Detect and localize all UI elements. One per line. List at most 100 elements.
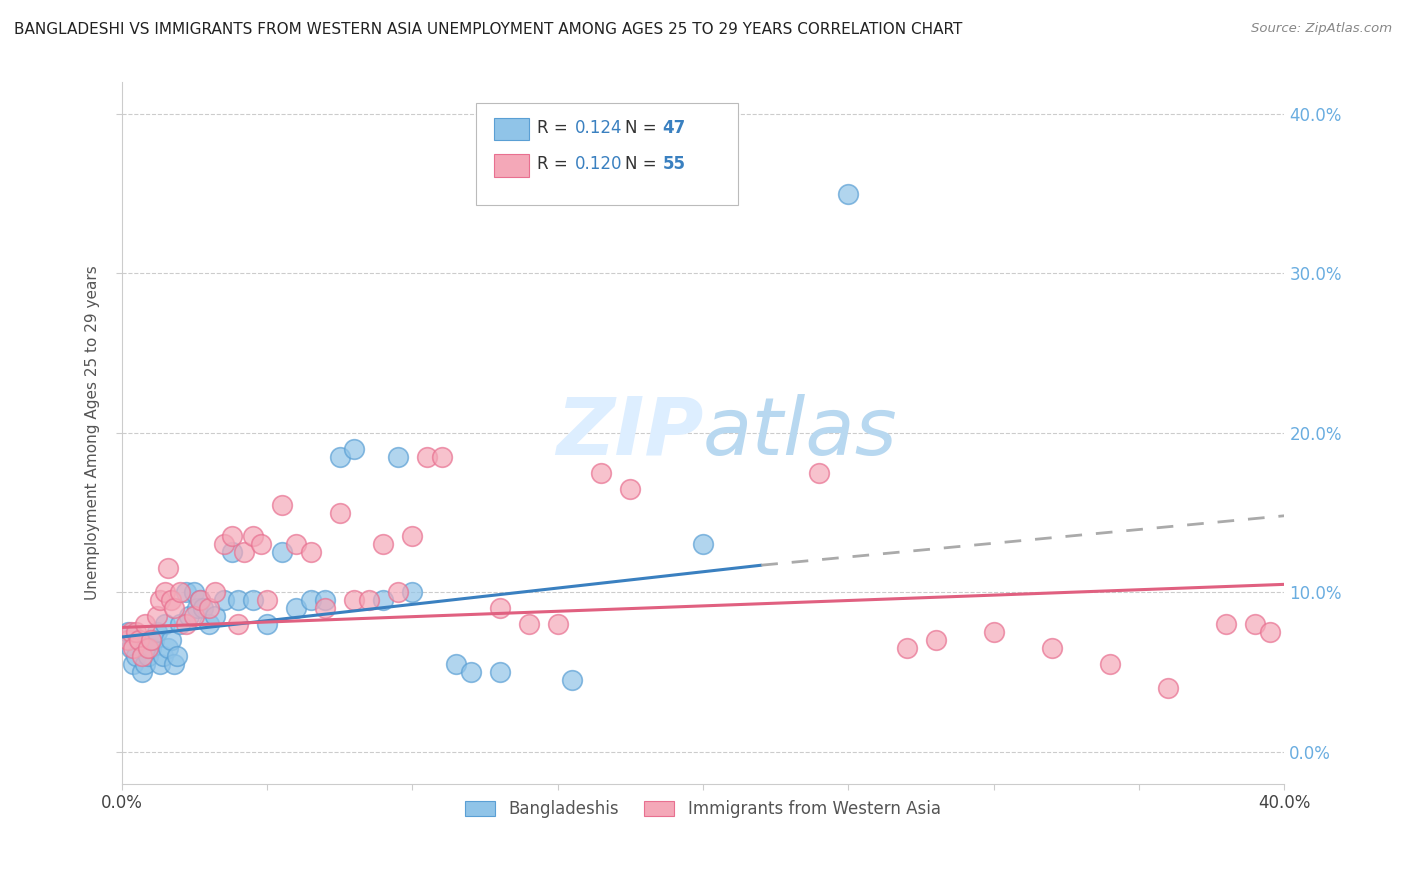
Point (212, 537, 235, 551)
Text: R =: R = (537, 155, 572, 173)
Point (125, 625, 148, 640)
Point (373, 537, 395, 551)
Point (174, 585, 197, 599)
Point (145, 609, 167, 624)
Point (131, 665, 153, 679)
Point (221, 529, 243, 543)
Point (270, 545, 292, 559)
FancyBboxPatch shape (477, 103, 738, 205)
Point (250, 537, 273, 551)
Text: 55: 55 (662, 155, 686, 173)
Point (204, 609, 226, 624)
Point (373, 593, 395, 607)
Text: atlas: atlas (703, 393, 898, 472)
Point (152, 649, 174, 664)
Point (343, 442, 366, 456)
Point (183, 609, 205, 624)
Point (401, 529, 423, 543)
Point (343, 593, 366, 607)
Point (983, 625, 1005, 640)
Point (122, 657, 145, 672)
Point (128, 633, 150, 648)
Point (488, 601, 510, 615)
Point (174, 617, 197, 632)
Point (561, 673, 583, 687)
Point (285, 601, 308, 615)
Point (160, 593, 183, 607)
Point (387, 450, 409, 464)
Point (329, 450, 352, 464)
Point (136, 641, 159, 656)
Point (1099, 657, 1122, 672)
Point (131, 649, 153, 664)
Point (120, 641, 142, 656)
Point (242, 593, 264, 607)
Point (242, 529, 264, 543)
Text: N =: N = (626, 119, 662, 136)
Point (204, 585, 226, 599)
Point (145, 625, 167, 640)
Point (186, 601, 208, 615)
Point (416, 450, 439, 464)
Text: 0.120: 0.120 (575, 155, 623, 173)
Point (117, 625, 139, 640)
Text: 47: 47 (662, 119, 686, 136)
Point (188, 593, 211, 607)
Point (163, 657, 186, 672)
Point (1244, 617, 1267, 632)
Point (134, 617, 156, 632)
Point (460, 665, 482, 679)
Point (1215, 617, 1237, 632)
Point (188, 593, 211, 607)
Text: Source: ZipAtlas.com: Source: ZipAtlas.com (1251, 22, 1392, 36)
Point (198, 617, 221, 632)
FancyBboxPatch shape (494, 154, 529, 177)
Text: ZIP: ZIP (555, 393, 703, 472)
Point (488, 665, 510, 679)
Legend: Bangladeshis, Immigrants from Western Asia: Bangladeshis, Immigrants from Western As… (458, 793, 948, 824)
Point (299, 545, 322, 559)
Point (157, 641, 180, 656)
Point (430, 450, 453, 464)
Point (169, 585, 191, 599)
Point (1040, 641, 1063, 656)
Point (169, 617, 191, 632)
Point (163, 601, 186, 615)
Point (221, 545, 243, 559)
Point (591, 466, 613, 480)
Point (401, 585, 423, 599)
Point (149, 657, 172, 672)
Point (444, 657, 467, 672)
Point (183, 585, 205, 599)
Point (256, 617, 278, 632)
Point (808, 466, 831, 480)
Text: N =: N = (626, 155, 662, 173)
Point (149, 593, 172, 607)
Point (226, 593, 249, 607)
Point (117, 633, 139, 648)
Point (193, 601, 215, 615)
Y-axis label: Unemployment Among Ages 25 to 29 years: Unemployment Among Ages 25 to 29 years (86, 266, 100, 600)
Point (139, 633, 162, 648)
Point (387, 585, 409, 599)
Point (142, 633, 165, 648)
Point (122, 641, 145, 656)
Point (256, 593, 278, 607)
Point (896, 641, 918, 656)
Point (547, 617, 569, 632)
Point (232, 545, 254, 559)
Point (314, 593, 336, 607)
Point (157, 561, 180, 575)
Text: BANGLADESHI VS IMMIGRANTS FROM WESTERN ASIA UNEMPLOYMENT AMONG AGES 25 TO 29 YEA: BANGLADESHI VS IMMIGRANTS FROM WESTERN A… (14, 22, 963, 37)
Point (692, 537, 714, 551)
Point (198, 601, 221, 615)
Point (357, 593, 380, 607)
Point (299, 593, 322, 607)
Point (160, 633, 183, 648)
Point (837, 186, 859, 201)
Point (1258, 625, 1281, 640)
Point (329, 506, 352, 520)
Point (155, 585, 177, 599)
Point (139, 641, 162, 656)
Point (314, 601, 336, 615)
